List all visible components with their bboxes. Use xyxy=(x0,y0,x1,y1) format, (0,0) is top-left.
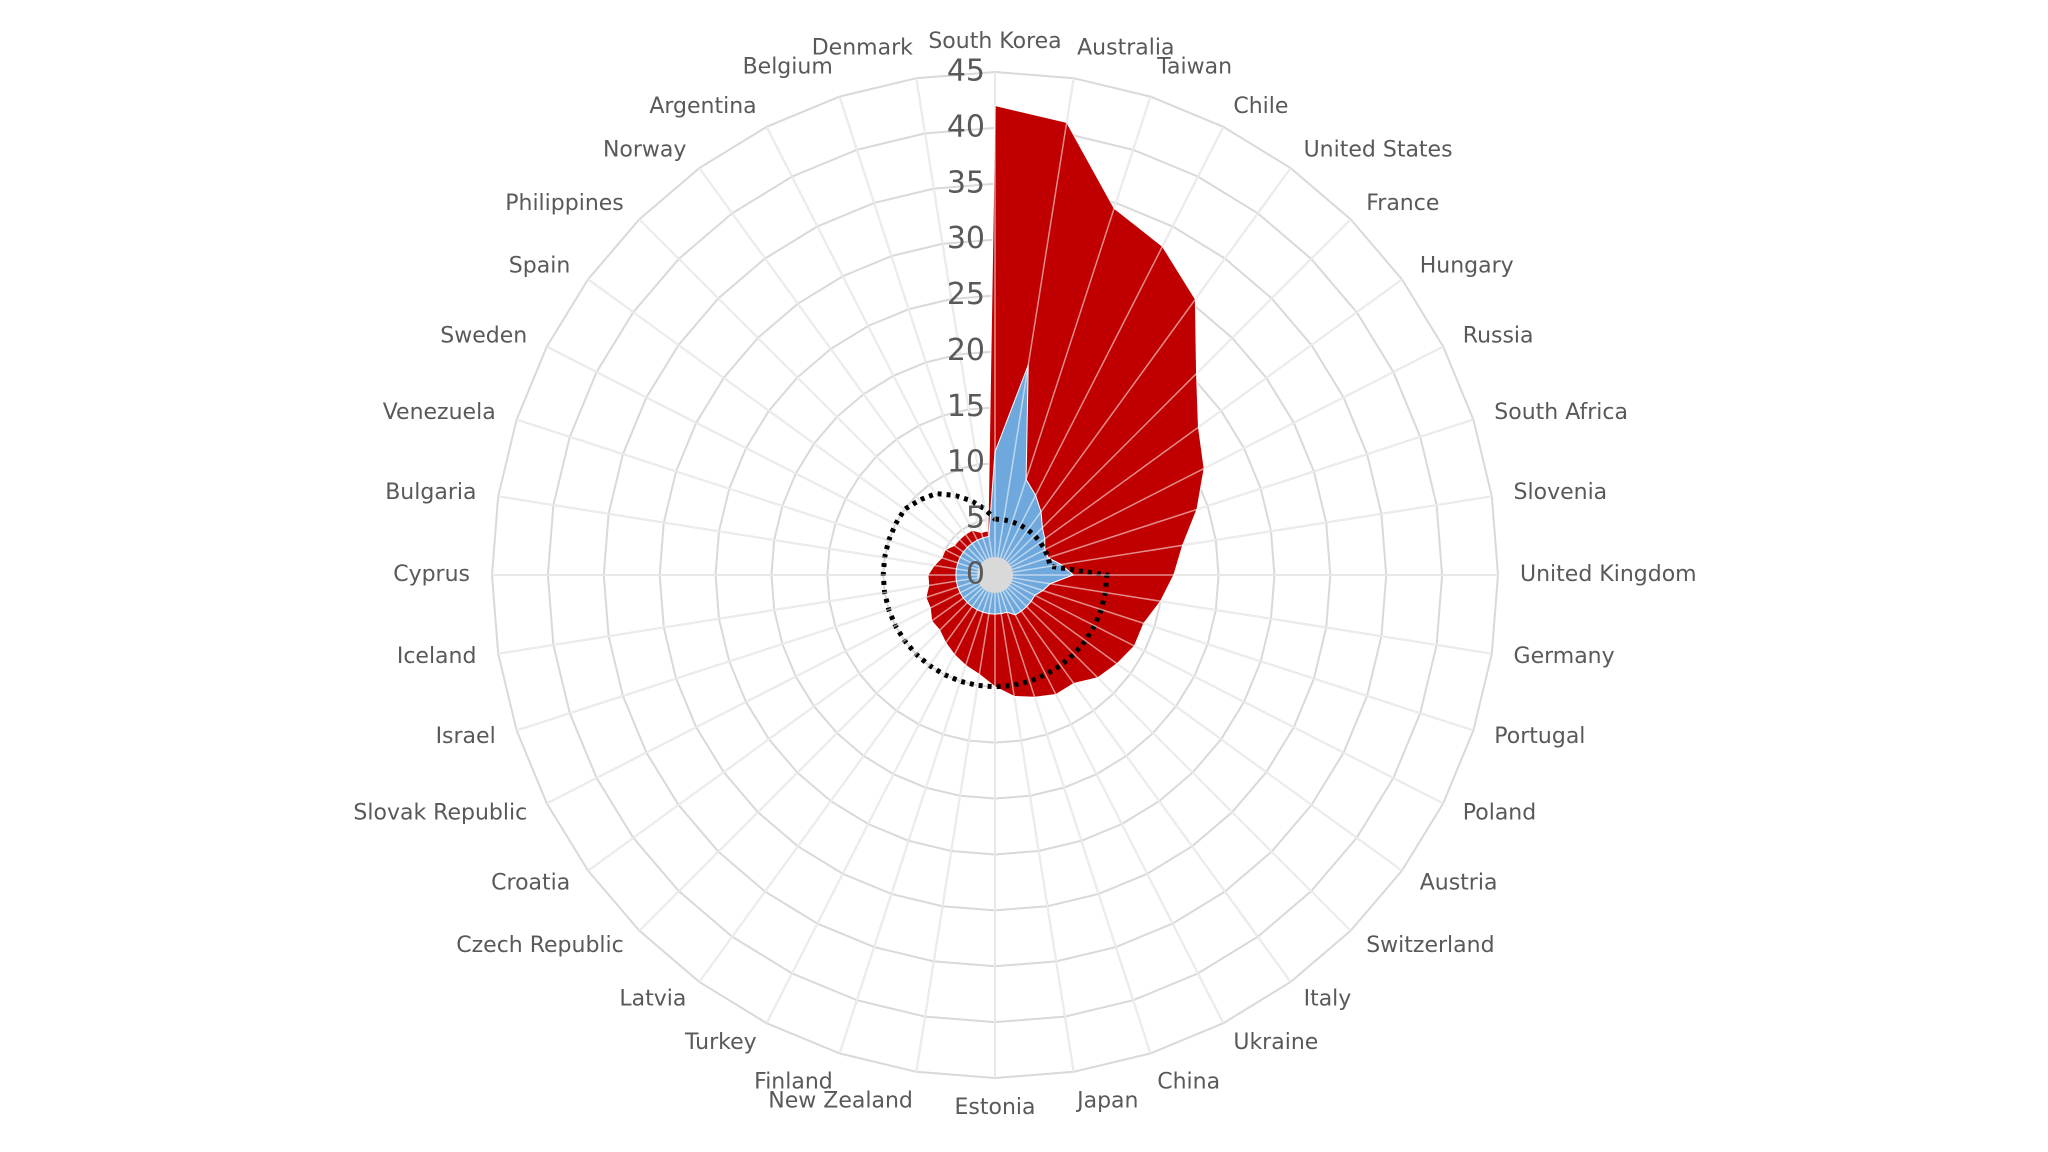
spoke-overlay xyxy=(994,574,1352,932)
spoke-overlay xyxy=(994,574,1403,872)
spoke-overlay xyxy=(994,574,1152,1054)
tick-label: 10 xyxy=(947,445,985,480)
spoke-overlay xyxy=(516,418,996,576)
spoke-overlay xyxy=(638,574,996,932)
tick-label: 30 xyxy=(947,221,985,256)
category-label: Russia xyxy=(1463,324,1534,349)
category-label: Denmark xyxy=(812,35,913,60)
category-label: Norway xyxy=(603,137,686,162)
spoke-overlay xyxy=(587,574,996,872)
spoke-overlay xyxy=(838,96,996,576)
category-label: Turkey xyxy=(684,1030,757,1055)
category-label: South Korea xyxy=(928,29,1061,54)
category-label: Bulgaria xyxy=(385,480,476,505)
category-label: Latvia xyxy=(619,987,686,1012)
tick-label: 15 xyxy=(947,389,985,424)
category-label: Switzerland xyxy=(1366,933,1494,958)
tick-label: 0 xyxy=(966,557,985,592)
category-label: Italy xyxy=(1304,987,1352,1012)
category-label: United States xyxy=(1304,137,1453,162)
spoke-overlay xyxy=(994,495,1492,576)
spoke-overlay xyxy=(498,495,996,576)
spoke-overlay xyxy=(994,126,1225,576)
spoke-overlay xyxy=(516,574,996,732)
spoke-overlay xyxy=(915,574,996,1072)
category-label: Belgium xyxy=(743,55,833,80)
tick-label: 45 xyxy=(947,54,985,89)
category-label: Spain xyxy=(509,253,570,278)
spoke-overlay xyxy=(765,574,996,1024)
category-label: France xyxy=(1366,191,1439,216)
spoke-overlay xyxy=(587,278,996,576)
category-label: Chile xyxy=(1233,94,1288,119)
tick-label: 5 xyxy=(966,501,985,536)
category-label: Japan xyxy=(1075,1089,1138,1114)
category-label: Cyprus xyxy=(393,562,470,587)
category-label: United Kingdom xyxy=(1520,562,1697,587)
category-label: Argentina xyxy=(649,94,756,119)
spoke-overlay xyxy=(638,218,996,576)
spoke-overlay xyxy=(498,574,996,655)
spoke-overlay xyxy=(994,78,1075,576)
spoke-overlay xyxy=(698,167,996,576)
spoke-overlay xyxy=(994,278,1403,576)
spoke-overlay xyxy=(994,574,1075,1072)
spoke-overlay xyxy=(994,574,1474,732)
category-label: Austria xyxy=(1420,871,1498,896)
category-label: Finland xyxy=(754,1069,833,1094)
category-label: Slovak Republic xyxy=(353,800,527,825)
spoke-overlay xyxy=(915,78,996,576)
category-label: Taiwan xyxy=(1156,55,1232,80)
plot-area xyxy=(492,72,1498,1078)
spoke-overlay xyxy=(994,418,1474,576)
spoke-overlay xyxy=(994,574,1444,805)
category-label: Venezuela xyxy=(383,400,496,425)
category-label: Sweden xyxy=(440,324,527,349)
category-label: New Zealand xyxy=(768,1089,913,1114)
category-label: Israel xyxy=(436,724,496,749)
category-label: Germany xyxy=(1514,644,1615,669)
spoke-overlay xyxy=(994,96,1152,576)
category-label: Czech Republic xyxy=(456,933,624,958)
spoke-overlay xyxy=(546,574,996,805)
spoke-overlay xyxy=(838,574,996,1054)
center-disc xyxy=(977,557,1013,593)
category-label: Iceland xyxy=(397,644,477,669)
spoke-overlay xyxy=(994,218,1352,576)
category-label: South Africa xyxy=(1494,400,1628,425)
category-label: Croatia xyxy=(491,871,570,896)
category-label: Philippines xyxy=(505,191,624,216)
category-label: Portugal xyxy=(1494,724,1585,749)
category-label: Poland xyxy=(1463,800,1536,825)
tick-label: 35 xyxy=(947,165,985,200)
category-label: Australia xyxy=(1077,35,1174,60)
spoke-overlay xyxy=(994,574,1292,983)
tick-label: 20 xyxy=(947,333,985,368)
category-label: China xyxy=(1157,1069,1220,1094)
spoke-overlay xyxy=(994,574,1492,655)
spoke-overlay xyxy=(698,574,996,983)
category-label: Slovenia xyxy=(1514,480,1608,505)
category-label: Ukraine xyxy=(1233,1030,1318,1055)
spoke-overlay xyxy=(765,126,996,576)
category-label: Hungary xyxy=(1420,253,1514,278)
tick-label: 40 xyxy=(947,109,985,144)
tick-label: 25 xyxy=(947,277,985,312)
spoke-overlay xyxy=(546,345,996,576)
category-label: Estonia xyxy=(955,1095,1036,1120)
spoke-overlay xyxy=(994,167,1292,576)
spoke-overlay xyxy=(994,345,1444,576)
spoke-overlay xyxy=(994,574,1225,1024)
